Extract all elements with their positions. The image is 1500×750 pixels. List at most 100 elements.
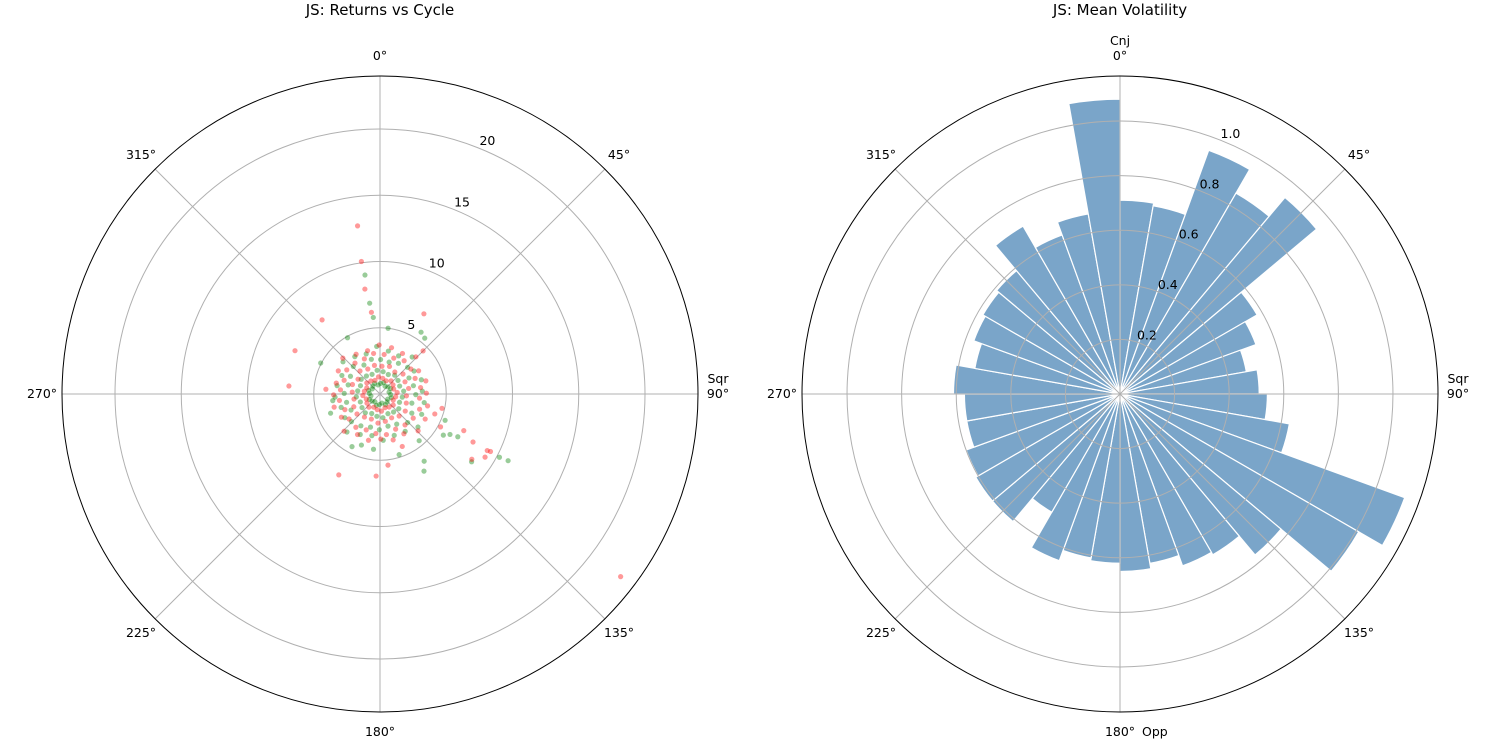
- scatter-point-negative: [368, 309, 375, 315]
- scatter-point-negative: [413, 354, 419, 360]
- scatter-point-negative: [364, 385, 370, 391]
- scatter-point-positive: [379, 400, 385, 406]
- scatter-point-positive: [374, 367, 380, 373]
- scatter-point-positive: [377, 380, 384, 387]
- scatter-point-negative: [386, 404, 392, 410]
- scatter-point-negative: [383, 431, 390, 438]
- scatter-point-positive: [381, 380, 387, 386]
- scatter-point-positive: [357, 383, 364, 389]
- scatter-point-negative: [412, 375, 418, 381]
- scatter-point-negative: [319, 317, 325, 323]
- theta-gridline: [154, 168, 381, 395]
- volatility-bar: [1119, 393, 1213, 567]
- scatter-point-negative: [354, 431, 361, 438]
- scatter-point-positive: [373, 402, 379, 408]
- mean-volatility-chart: 0° 45° 90° 135° 180° 225° 270° 315° 0.2 0.4 0.6 0.8…: [767, 33, 1469, 739]
- scatter-point-positive: [344, 429, 350, 435]
- scatter-point-positive: [378, 356, 384, 363]
- scatter-point-negative: [375, 374, 382, 380]
- scatter-point-negative: [338, 414, 344, 420]
- theta-tick-label: 90°: [1447, 386, 1469, 401]
- scatter-point-negative: [394, 389, 400, 396]
- scatter-point-positive: [385, 384, 391, 390]
- scatter-point-negative: [373, 473, 379, 479]
- scatter-point-positive: [341, 390, 347, 396]
- scatter-point-positive: [348, 419, 355, 425]
- scatter-point-positive: [421, 399, 427, 406]
- scatter-point-positive: [353, 394, 359, 400]
- scatter-point-negative: [372, 377, 378, 383]
- scatter-point-positive: [363, 351, 369, 357]
- scatter-point-positive: [376, 427, 382, 433]
- scatter-points: [286, 223, 624, 580]
- scatter-point-positive: [385, 411, 391, 417]
- scatter-point-negative: [352, 360, 358, 366]
- scatter-point-positive: [447, 431, 453, 438]
- scatter-point-positive: [386, 359, 392, 365]
- scatter-point-negative: [373, 430, 379, 437]
- scatter-point-negative: [337, 387, 344, 393]
- scatter-point-positive: [402, 428, 408, 434]
- scatter-point-positive: [385, 348, 391, 354]
- scatter-point-negative: [361, 414, 368, 420]
- scatter-point-negative: [353, 351, 359, 357]
- scatter-point-positive: [399, 394, 405, 400]
- theta-tick-label: 45°: [1348, 147, 1370, 162]
- scatter-point-negative: [402, 408, 408, 414]
- scatter-point-negative: [484, 447, 490, 454]
- scatter-point-positive: [370, 383, 376, 389]
- scatter-point-positive: [371, 380, 378, 386]
- scatter-point-positive: [382, 402, 389, 408]
- scatter-point-negative: [406, 385, 412, 392]
- r-tick-label: 0.8: [1200, 176, 1220, 191]
- scatter-point-negative: [368, 416, 374, 422]
- scatter-point-positive: [421, 468, 427, 474]
- scatter-point-negative: [390, 382, 396, 388]
- scatter-point-negative: [415, 428, 421, 434]
- scatter-point-positive: [348, 407, 354, 413]
- scatter-point-positive: [409, 354, 415, 360]
- scatter-point-positive: [357, 431, 363, 438]
- scatter-point-positive: [395, 353, 402, 359]
- theta-gridline: [379, 393, 606, 620]
- aspect-label: Sqr: [1447, 371, 1469, 386]
- grid-layer: 0° 45° 90° 135° 180° 225° 270° 315° 0.2 0.4 0.6 0.8…: [767, 33, 1469, 739]
- scatter-point-positive: [372, 399, 378, 405]
- volatility-bar: [1119, 393, 1241, 556]
- scatter-point-positive: [342, 415, 348, 421]
- scatter-point-negative: [402, 422, 408, 428]
- scatter-point-negative: [363, 396, 369, 402]
- polar-frame: [61, 75, 699, 713]
- r-tick-label: 5: [407, 317, 415, 332]
- scatter-point-positive: [380, 415, 386, 421]
- scatter-point-positive: [382, 383, 388, 389]
- theta-gridline: [379, 168, 606, 395]
- aspect-label: Cnj: [1110, 33, 1130, 48]
- scatter-point-positive: [362, 410, 368, 416]
- scatter-point-negative: [331, 404, 337, 410]
- scatter-point-positive: [332, 394, 338, 400]
- scatter-point-positive: [385, 371, 391, 378]
- scatter-point-negative: [401, 358, 407, 364]
- r-tick-label: 0.2: [1137, 328, 1157, 343]
- grid-layer: 0° 45° 90° 135° 180° 225° 270° 315° 5 10 15 20 Sqr: [27, 48, 729, 739]
- scatter-point-negative: [396, 413, 402, 419]
- polar-frame: [801, 75, 1439, 713]
- scatter-point-positive: [385, 325, 391, 331]
- scatter-point-positive: [413, 392, 419, 398]
- scatter-point-negative: [370, 350, 377, 357]
- volatility-bar: [1119, 393, 1360, 573]
- scatter-point-positive: [401, 388, 407, 394]
- scatter-point-negative: [432, 411, 438, 417]
- scatter-point-positive: [358, 423, 364, 429]
- scatter-point-positive: [367, 424, 374, 430]
- scatter-point-positive: [374, 343, 380, 350]
- volatility-bar: [1119, 291, 1258, 395]
- scatter-point-negative: [618, 574, 624, 580]
- r-tick-label: 1.0: [1221, 126, 1241, 141]
- scatter-point-negative: [366, 404, 372, 410]
- returns-vs-cycle-chart: 0° 45° 90° 135° 180° 225° 270° 315° 5 10 15 20 Sqr: [27, 48, 729, 739]
- scatter-point-positive: [361, 362, 367, 368]
- scatter-point-negative: [437, 424, 444, 430]
- polar-grid: [62, 76, 698, 712]
